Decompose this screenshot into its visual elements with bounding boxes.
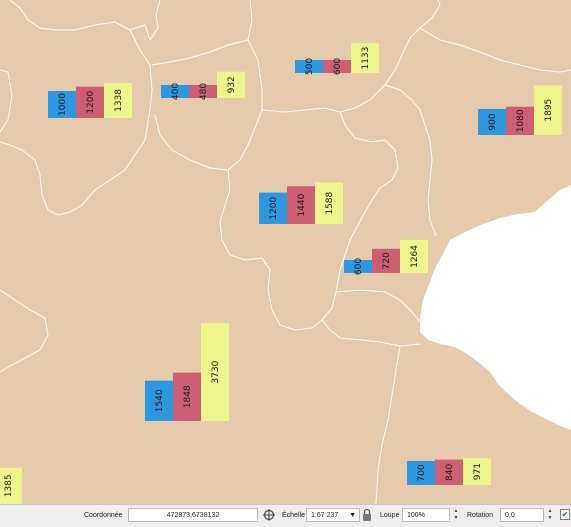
bar-value-label: 1264 <box>410 245 420 268</box>
bar-value-label: 1000 <box>58 93 68 116</box>
bar-value-label: 1385 <box>4 474 14 497</box>
bar-value-label: 900 <box>488 113 498 130</box>
bar-value-label: 1338 <box>114 89 124 112</box>
boundary-line <box>129 24 151 41</box>
rotation-label: Rotation <box>467 512 494 519</box>
chevron-down-icon[interactable]: ▼ <box>349 512 356 519</box>
boundary-line <box>0 69 13 133</box>
bar-value-label: 1200 <box>269 197 279 220</box>
boundary-line <box>0 289 49 373</box>
coordinate-field[interactable]: 472873,6738132 <box>128 508 258 522</box>
rotation-spinner[interactable]: ▲ ▼ <box>547 508 553 521</box>
bar <box>217 71 245 98</box>
bar-chart-group: 700 840 971 <box>407 458 491 485</box>
boundary-line <box>247 0 253 41</box>
boundary-line <box>384 84 437 237</box>
scale-combobox[interactable]: 1:67 237 ▼ <box>306 508 360 522</box>
bar-value-label: 1540 <box>155 389 165 412</box>
bar <box>295 60 323 73</box>
bar-value-label: 932 <box>227 76 237 93</box>
magnifier-field[interactable]: 100% <box>402 508 450 522</box>
bar <box>104 82 132 118</box>
bar-value-label: 971 <box>473 463 483 480</box>
boundary-lines <box>0 0 571 504</box>
bar <box>534 85 562 135</box>
coordinate-label: Coordonnée <box>84 512 123 519</box>
bar-chart-group: 500 600 1133 <box>295 43 379 75</box>
bar-chart-group: 600 720 1264 <box>344 239 428 275</box>
bar <box>161 85 189 98</box>
mouse-coordinate-icon[interactable] <box>262 508 276 521</box>
bar <box>259 192 287 224</box>
bar-value-label: 600 <box>354 258 364 275</box>
render-checkbox[interactable]: ✔ <box>560 509 570 520</box>
bar <box>315 182 343 224</box>
bar <box>372 248 400 273</box>
bar-value-label: 1848 <box>183 385 193 408</box>
bar <box>407 461 435 485</box>
bar <box>76 86 104 118</box>
bar <box>189 85 217 98</box>
bar-value-label: 1133 <box>361 47 371 70</box>
bar <box>145 380 173 421</box>
status-bar: Coordonnée 472873,6738132 Échelle 1:67 2… <box>0 504 571 527</box>
bar-chart-group: 400 480 932 <box>161 71 245 100</box>
bar-chart-group: 1540 1848 3730 <box>145 323 229 421</box>
magnifier-label: Loupe <box>380 512 400 519</box>
boundary-line <box>419 27 571 73</box>
bar-value-label: 840 <box>445 463 455 480</box>
bar <box>344 260 372 273</box>
bar-value-label: 600 <box>333 58 343 75</box>
bar-chart-group: 1200 1440 1588 <box>259 182 343 224</box>
boundary-line <box>0 0 153 216</box>
map-canvas[interactable]: 1000 1200 1338 400 480 932 500 600 1133 900 1080 18… <box>0 0 571 504</box>
rotation-field[interactable]: 0,0 <box>500 508 544 522</box>
bar-value-label: 3730 <box>211 360 221 383</box>
scale-label: Échelle <box>282 512 305 519</box>
bar-value-label: 1200 <box>86 91 96 114</box>
boundary-line <box>375 345 401 504</box>
scale-value: 1:67 237 <box>311 512 339 519</box>
bar <box>173 372 201 421</box>
boundary-line <box>219 169 337 331</box>
bar-charts-layer: 1000 1200 1338 400 480 932 500 600 1133 900 1080 18… <box>0 43 562 504</box>
boundary-line <box>335 289 421 323</box>
bar <box>351 43 379 73</box>
bar <box>463 458 491 485</box>
boundary-line <box>151 39 263 171</box>
bar <box>287 186 315 224</box>
bar <box>201 323 229 421</box>
bar-value-label: 480 <box>199 83 209 100</box>
bar-chart-group: 1000 1200 1338 <box>48 82 132 118</box>
bar-value-label: 400 <box>171 83 181 100</box>
magnifier-spinner[interactable]: ▲ ▼ <box>453 508 459 521</box>
map-svg: 1000 1200 1338 400 480 932 500 600 1133 900 1080 18… <box>0 0 571 504</box>
sea-area <box>420 185 571 430</box>
bar-chart-group: 1385 <box>0 467 22 504</box>
bar <box>506 106 534 135</box>
bar <box>478 109 506 135</box>
bar-value-label: 1895 <box>544 99 554 122</box>
bar-value-label: 720 <box>382 252 392 269</box>
bar <box>400 239 428 273</box>
boundary-line <box>149 0 161 41</box>
bar <box>48 91 76 118</box>
bar-value-label: 1588 <box>325 191 335 214</box>
lock-icon[interactable] <box>362 508 372 521</box>
bar-value-label: 700 <box>417 464 427 481</box>
bar <box>435 459 463 485</box>
bar <box>0 467 22 504</box>
bar-value-label: 1080 <box>516 109 526 132</box>
bar-value-label: 500 <box>305 58 315 75</box>
bar <box>323 60 351 73</box>
boundary-line <box>335 111 399 293</box>
bar-chart-group: 900 1080 1895 <box>478 85 562 135</box>
bar-value-label: 1440 <box>297 193 307 216</box>
